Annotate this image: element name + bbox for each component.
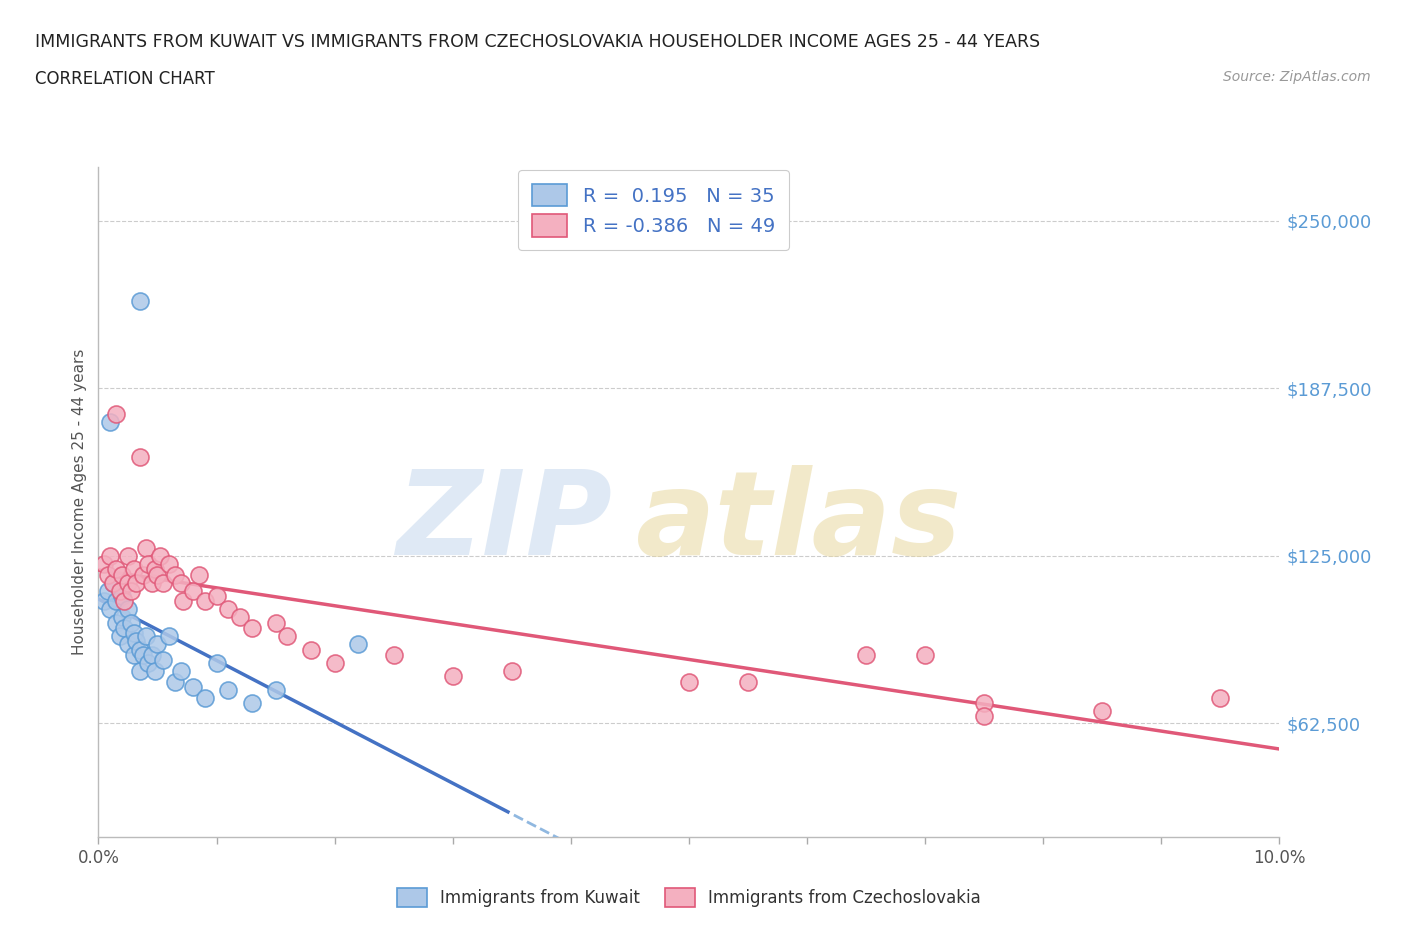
Point bbox=[136, 656, 159, 671]
Text: Source: ZipAtlas.com: Source: ZipAtlas.com bbox=[1223, 70, 1371, 84]
Point bbox=[146, 567, 169, 582]
Point bbox=[181, 583, 204, 598]
Point bbox=[276, 629, 298, 644]
Point bbox=[146, 637, 169, 652]
Point bbox=[1209, 690, 1232, 705]
Point bbox=[117, 602, 139, 617]
Point bbox=[143, 663, 166, 678]
Point bbox=[117, 549, 139, 564]
Point bbox=[128, 663, 150, 678]
Point bbox=[165, 567, 187, 582]
Point bbox=[264, 616, 287, 631]
Text: CORRELATION CHART: CORRELATION CHART bbox=[35, 70, 215, 87]
Point bbox=[217, 602, 239, 617]
Point bbox=[98, 415, 121, 430]
Point bbox=[205, 589, 228, 604]
Point bbox=[101, 575, 124, 590]
Point bbox=[98, 549, 121, 564]
Point bbox=[105, 406, 128, 421]
Point bbox=[128, 642, 150, 657]
Point bbox=[105, 594, 128, 609]
Point bbox=[111, 567, 134, 582]
Point bbox=[187, 567, 209, 582]
Point bbox=[125, 575, 148, 590]
Point bbox=[108, 629, 131, 644]
Point bbox=[98, 602, 121, 617]
Point bbox=[152, 575, 174, 590]
Point bbox=[121, 583, 143, 598]
Point bbox=[121, 616, 143, 631]
Point bbox=[973, 709, 995, 724]
Point bbox=[132, 647, 155, 662]
Point bbox=[141, 647, 163, 662]
Text: atlas: atlas bbox=[636, 465, 962, 579]
Point bbox=[441, 669, 464, 684]
Point bbox=[108, 583, 131, 598]
Point bbox=[382, 647, 405, 662]
Point bbox=[97, 583, 120, 598]
Point bbox=[143, 562, 166, 577]
Point bbox=[135, 540, 157, 555]
Point bbox=[105, 616, 128, 631]
Point bbox=[105, 562, 128, 577]
Point bbox=[172, 594, 194, 609]
Point bbox=[112, 594, 135, 609]
Point bbox=[136, 556, 159, 571]
Point bbox=[128, 449, 150, 464]
Point bbox=[111, 589, 134, 604]
Point bbox=[132, 567, 155, 582]
Point bbox=[323, 656, 346, 671]
Point bbox=[122, 626, 145, 641]
Point bbox=[149, 549, 172, 564]
Point bbox=[229, 610, 252, 625]
Point bbox=[678, 674, 700, 689]
Point bbox=[122, 647, 145, 662]
Point bbox=[170, 663, 193, 678]
Point bbox=[128, 294, 150, 309]
Point bbox=[152, 653, 174, 668]
Point bbox=[135, 629, 157, 644]
Text: IMMIGRANTS FROM KUWAIT VS IMMIGRANTS FROM CZECHOSLOVAKIA HOUSEHOLDER INCOME AGES: IMMIGRANTS FROM KUWAIT VS IMMIGRANTS FRO… bbox=[35, 33, 1040, 50]
Text: ZIP: ZIP bbox=[396, 465, 612, 579]
Point bbox=[111, 610, 134, 625]
Point bbox=[264, 683, 287, 698]
Point bbox=[194, 594, 217, 609]
Point bbox=[117, 637, 139, 652]
Point bbox=[122, 562, 145, 577]
Point bbox=[141, 575, 163, 590]
Point bbox=[112, 620, 135, 635]
Point bbox=[157, 556, 180, 571]
Point bbox=[914, 647, 936, 662]
Point bbox=[205, 656, 228, 671]
Point bbox=[737, 674, 759, 689]
Point bbox=[93, 556, 115, 571]
Point bbox=[125, 634, 148, 649]
Point bbox=[157, 629, 180, 644]
Point bbox=[93, 594, 115, 609]
Point bbox=[165, 674, 187, 689]
Point bbox=[240, 696, 263, 711]
Point bbox=[240, 620, 263, 635]
Point bbox=[347, 637, 370, 652]
Point bbox=[170, 575, 193, 590]
Point bbox=[1091, 704, 1114, 719]
Y-axis label: Householder Income Ages 25 - 44 years: Householder Income Ages 25 - 44 years bbox=[72, 349, 87, 656]
Point bbox=[299, 642, 322, 657]
Point bbox=[117, 575, 139, 590]
Point bbox=[973, 696, 995, 711]
Legend: Immigrants from Kuwait, Immigrants from Czechoslovakia: Immigrants from Kuwait, Immigrants from … bbox=[388, 880, 990, 916]
Point bbox=[101, 575, 124, 590]
Point bbox=[97, 567, 120, 582]
Point bbox=[194, 690, 217, 705]
Point bbox=[501, 663, 523, 678]
Point bbox=[217, 683, 239, 698]
Point bbox=[855, 647, 877, 662]
Point bbox=[181, 680, 204, 695]
